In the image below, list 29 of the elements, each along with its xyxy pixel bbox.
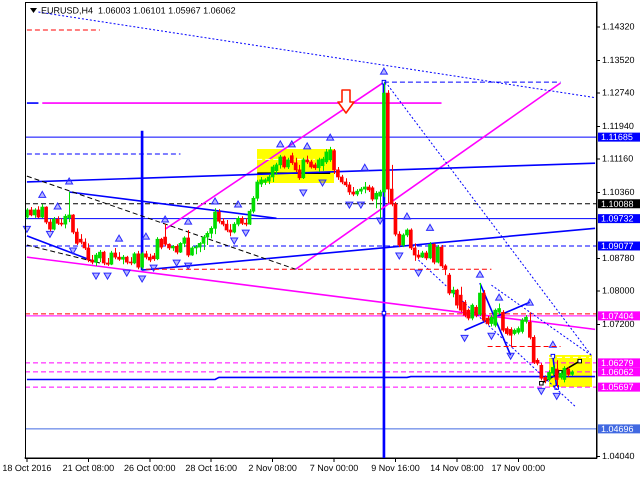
- y-tick-label: 1.10360: [602, 186, 635, 197]
- y-tick-label: 1.08000: [602, 285, 635, 296]
- x-tick-label: 17 Nov 00:00: [492, 462, 546, 473]
- x-tick-label: 18 Oct 2016: [2, 462, 52, 473]
- y-tick-label: 1.11940: [602, 120, 634, 131]
- y-tick-label: 1.11160: [602, 153, 634, 164]
- y-tick-label: 1.13520: [602, 54, 635, 65]
- y-tick-label: 1.07200: [602, 318, 635, 329]
- ref-line-label: 1.06062: [601, 366, 634, 377]
- x-tick-label: 2 Nov 08:00: [248, 462, 297, 473]
- ref-line-label: 1.04696: [601, 424, 634, 434]
- ref-line-label: 1.10088: [601, 198, 634, 209]
- y-tick-label: 1.08780: [602, 252, 635, 263]
- ref-line-label: 1.09077: [601, 240, 634, 251]
- ref-line-label: 1.06279: [601, 358, 634, 368]
- ref-line-label: 1.11685: [601, 132, 633, 142]
- y-tick-label: 1.12740: [602, 88, 635, 98]
- y-tick-label: 1.04040: [602, 450, 635, 461]
- x-tick-label: 7 Nov 00:00: [310, 462, 358, 473]
- x-tick-label: 26 Oct 00:00: [124, 462, 176, 473]
- chart-title: EURUSD,H4 1.06003 1.06101 1.05967 1.06062: [41, 5, 236, 16]
- x-tick-label: 28 Oct 16:00: [185, 462, 237, 473]
- ref-line-label: 1.09732: [601, 214, 634, 224]
- ref-line-label: 1.07404: [601, 310, 634, 321]
- y-tick-label: 1.14320: [602, 22, 635, 32]
- ref-line-label: 1.05697: [601, 382, 634, 392]
- x-tick-label: 14 Nov 08:00: [430, 462, 484, 473]
- x-tick-label: 9 Nov 16:00: [371, 462, 420, 473]
- x-tick-label: 21 Oct 08:00: [62, 462, 114, 473]
